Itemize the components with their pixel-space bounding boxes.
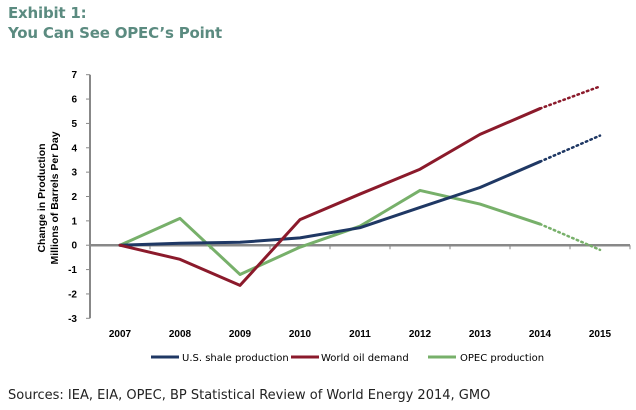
y-axis-title-line2: Millions of Barrels Per Day	[49, 131, 61, 264]
y-tick-label: 5	[71, 119, 77, 130]
y-tick-label: -3	[68, 314, 77, 325]
y-tick-label: 2	[71, 192, 77, 203]
x-tick-label: 2015	[589, 329, 612, 340]
y-tick-label: 6	[71, 95, 77, 106]
axes: -3 -2 -1 0 1 2 3 4 5 6 7 2007 2008 2009 2010 2011 2012 20…	[68, 70, 631, 340]
y-tick-label: 7	[71, 70, 77, 81]
series-projection-world-oil-demand	[538, 85, 602, 110]
legend-item-opec-production: OPEC production	[428, 353, 544, 364]
chart-title: You Can See OPEC’s Point	[8, 24, 222, 42]
legend-label: World oil demand	[321, 353, 409, 364]
y-tick-label: -2	[68, 289, 77, 300]
y-tick-label: 3	[71, 168, 77, 179]
x-tick-label: 2012	[409, 329, 432, 340]
y-tick-label: -1	[68, 265, 77, 276]
x-tick-label: 2010	[289, 329, 312, 340]
sources-note: Sources: IEA, EIA, OPEC, BP Statistical …	[8, 388, 491, 403]
x-tick-label: 2009	[229, 329, 252, 340]
exhibit-title: Exhibit 1: You Can See OPEC’s Point	[8, 3, 222, 43]
legend-item-u-s-shale-production: U.S. shale production	[151, 353, 289, 364]
series-line-u-s-shale-production	[118, 160, 542, 247]
series-line-world-oil-demand	[118, 107, 542, 287]
series-projection-u-s-shale-production	[538, 134, 602, 163]
legend-label: U.S. shale production	[182, 353, 289, 364]
exhibit-number: Exhibit 1:	[8, 4, 87, 22]
x-tick-label: 2007	[109, 329, 132, 340]
y-tick-label: 4	[71, 143, 77, 154]
series-lines	[118, 85, 602, 287]
y-axis-title: Change in Production Millions of Barrels…	[36, 131, 61, 264]
legend-item-world-oil-demand: World oil demand	[291, 353, 409, 364]
series-projection-opec-production	[538, 222, 602, 252]
series-line-opec-production	[118, 188, 542, 276]
y-axis-title-line1: Change in Production	[36, 143, 48, 252]
x-tick-label: 2011	[349, 329, 371, 340]
legend: U.S. shale production World oil demand OPE…	[151, 353, 544, 364]
y-tick-label: 0	[71, 241, 77, 252]
y-tick-label: 1	[71, 216, 77, 227]
legend-label: OPEC production	[460, 353, 544, 364]
x-tick-label: 2008	[169, 329, 192, 340]
x-tick-label: 2014	[529, 329, 552, 340]
x-tick-label: 2013	[469, 329, 492, 340]
